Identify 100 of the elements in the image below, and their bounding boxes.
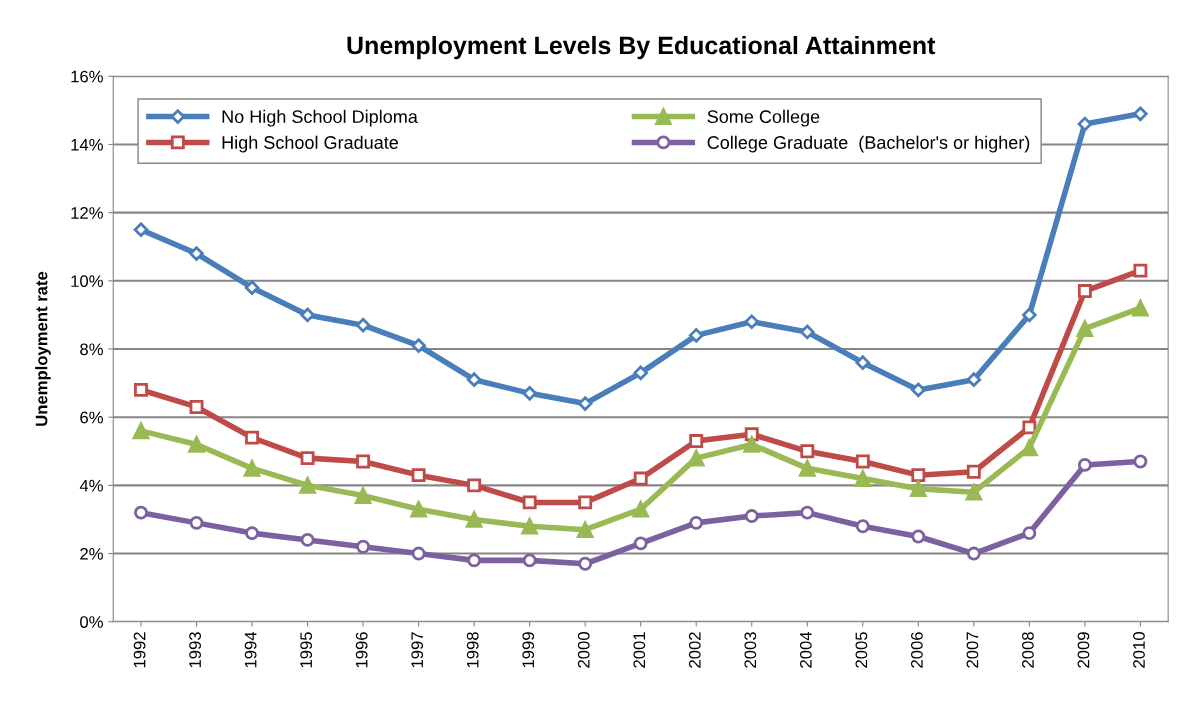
point <box>911 382 926 398</box>
point <box>411 546 426 561</box>
legend-label: Some College <box>707 109 820 127</box>
y-tick-label: 8% <box>80 343 103 356</box>
legend-label: High School Graduate <box>222 135 398 153</box>
x-tick-label: 1992 <box>133 632 146 668</box>
point <box>576 521 594 539</box>
point <box>632 500 650 518</box>
point <box>244 280 260 295</box>
point <box>245 526 259 541</box>
point <box>522 495 537 510</box>
point <box>300 307 315 323</box>
point <box>966 464 981 479</box>
x-tick-label: 2000 <box>577 632 590 668</box>
point <box>355 317 371 333</box>
y-tick-label: 16% <box>71 70 103 83</box>
point <box>356 539 371 554</box>
point <box>855 519 870 534</box>
point <box>689 434 704 448</box>
point <box>1077 116 1093 132</box>
point <box>189 246 204 261</box>
y-axis-title: Unemployment rate <box>35 271 51 426</box>
x-tick-label: 2003 <box>744 632 757 668</box>
point <box>522 386 537 401</box>
x-tick-label: 1998 <box>466 632 479 668</box>
point <box>467 478 482 493</box>
point <box>466 372 482 387</box>
x-tick-label: 1993 <box>189 632 201 668</box>
x-tick-label: 1995 <box>300 632 313 668</box>
point <box>743 436 761 453</box>
x-tick-label: 1999 <box>522 632 535 668</box>
point <box>411 338 426 353</box>
point <box>300 532 315 547</box>
point <box>1077 284 1092 299</box>
point <box>243 459 261 477</box>
point <box>854 470 872 487</box>
point <box>744 509 759 523</box>
legend-label: No High School Diploma <box>222 109 418 127</box>
point <box>744 314 760 330</box>
point <box>855 454 870 469</box>
y-tick-label: 12% <box>71 207 103 219</box>
point <box>411 468 426 483</box>
x-tick-label: 1996 <box>355 632 368 668</box>
x-tick-label: 2004 <box>799 631 812 668</box>
x-tick-label: 2006 <box>910 632 923 668</box>
point <box>633 471 648 486</box>
point <box>578 556 593 571</box>
point <box>633 365 648 381</box>
x-tick-label: 2001 <box>633 632 646 668</box>
y-tick-label: 14% <box>71 138 103 151</box>
point <box>1133 106 1148 122</box>
x-tick-label: 2010 <box>1133 632 1145 668</box>
y-tick-label: 0% <box>80 616 103 628</box>
point <box>189 400 204 414</box>
point <box>300 451 315 466</box>
chart-title: Unemployment Levels By Educational Attainment <box>347 35 936 60</box>
point <box>798 459 816 477</box>
point <box>1133 263 1148 278</box>
point <box>134 382 148 397</box>
point <box>689 515 704 530</box>
x-tick-label: 2002 <box>688 632 701 668</box>
point <box>799 324 815 340</box>
point <box>633 536 648 551</box>
point <box>965 483 983 501</box>
point <box>1133 454 1148 469</box>
y-tick-label: 10% <box>71 275 103 288</box>
point <box>521 517 538 535</box>
x-tick-label: 2009 <box>1077 632 1090 668</box>
point <box>465 511 483 528</box>
point <box>354 487 372 504</box>
point <box>909 480 927 498</box>
y-tick-label: 4% <box>79 479 103 492</box>
point <box>966 372 982 387</box>
point <box>1077 457 1092 472</box>
legend-label: College Graduate (Bachelor's or higher) <box>707 135 1030 153</box>
y-tick-label: 6% <box>80 411 103 424</box>
point <box>855 355 871 370</box>
x-tick-label: 2007 <box>966 632 979 668</box>
point <box>1022 307 1037 323</box>
point <box>911 468 926 483</box>
x-tick-label: 2005 <box>855 632 868 668</box>
point <box>1022 420 1037 435</box>
point <box>1021 439 1038 457</box>
point <box>245 430 259 445</box>
point <box>522 553 537 568</box>
point <box>1132 299 1149 317</box>
point <box>356 454 371 469</box>
y-tick-label: 2% <box>80 547 103 560</box>
point <box>134 505 148 520</box>
point <box>133 222 149 237</box>
point <box>577 396 593 411</box>
x-tick-label: 2008 <box>1022 632 1034 668</box>
point <box>688 328 704 343</box>
x-tick-label: 1994 <box>244 631 257 668</box>
point <box>410 500 427 518</box>
point <box>1076 320 1094 337</box>
point <box>299 477 316 494</box>
point <box>132 422 150 440</box>
point <box>966 546 981 561</box>
point <box>189 515 204 530</box>
